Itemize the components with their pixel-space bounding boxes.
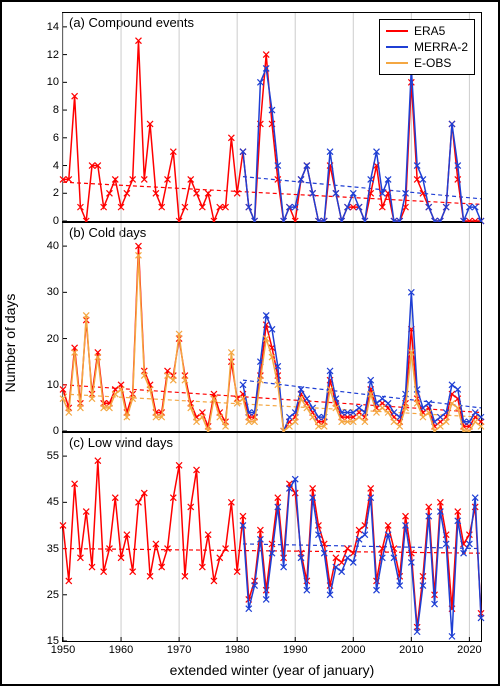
xtick-label: 1980	[225, 641, 249, 656]
xtick-label: 2000	[341, 641, 365, 656]
legend-label-era5: ERA5	[414, 24, 445, 38]
ytick-label: 10	[47, 76, 63, 88]
panel-a: (a) Compound events ERA5 MERRA-2 E-OBS 0…	[62, 12, 482, 222]
ytick-label: 14	[47, 21, 63, 33]
legend-label-merra2: MERRA-2	[414, 40, 468, 54]
ytick-label: 25	[47, 589, 63, 601]
ytick-label: 20	[47, 333, 63, 345]
panel-c: (c) Low wind days 1525354555195019601970…	[62, 432, 482, 642]
legend-line-eobs	[386, 62, 408, 64]
ytick-label: 30	[47, 286, 63, 298]
xtick-label: 1960	[109, 641, 133, 656]
xtick-label: 1950	[51, 641, 75, 656]
panel-b-svg	[63, 223, 481, 431]
ytick-label: 2	[53, 187, 63, 199]
ytick-label: 45	[47, 496, 63, 508]
x-axis-label: extended winter (year of january)	[62, 662, 482, 678]
ytick-label: 10	[47, 379, 63, 391]
legend-entry-era5: ERA5	[386, 23, 468, 39]
xtick-label: 1990	[283, 641, 307, 656]
ytick-label: 4	[53, 160, 63, 172]
y-axis-label: Number of days	[2, 294, 18, 393]
xtick-label: 1970	[167, 641, 191, 656]
legend-entry-eobs: E-OBS	[386, 55, 468, 71]
ytick-label: 12	[47, 49, 63, 61]
ytick-label: 55	[47, 450, 63, 462]
ytick-label: 35	[47, 543, 63, 555]
panel-b: (b) Cold days 010203040	[62, 222, 482, 432]
ytick-label: 40	[47, 240, 63, 252]
figure: Number of days extended winter (year of …	[0, 0, 500, 686]
legend: ERA5 MERRA-2 E-OBS	[379, 19, 475, 75]
ytick-label: 8	[53, 104, 63, 116]
panel-c-svg	[63, 433, 481, 641]
xtick-label: 2020	[457, 641, 481, 656]
xtick-label: 2010	[399, 641, 423, 656]
legend-entry-merra2: MERRA-2	[386, 39, 468, 55]
ytick-label: 6	[53, 132, 63, 144]
legend-line-era5	[386, 30, 408, 32]
legend-label-eobs: E-OBS	[414, 56, 451, 70]
legend-line-merra2	[386, 46, 408, 48]
